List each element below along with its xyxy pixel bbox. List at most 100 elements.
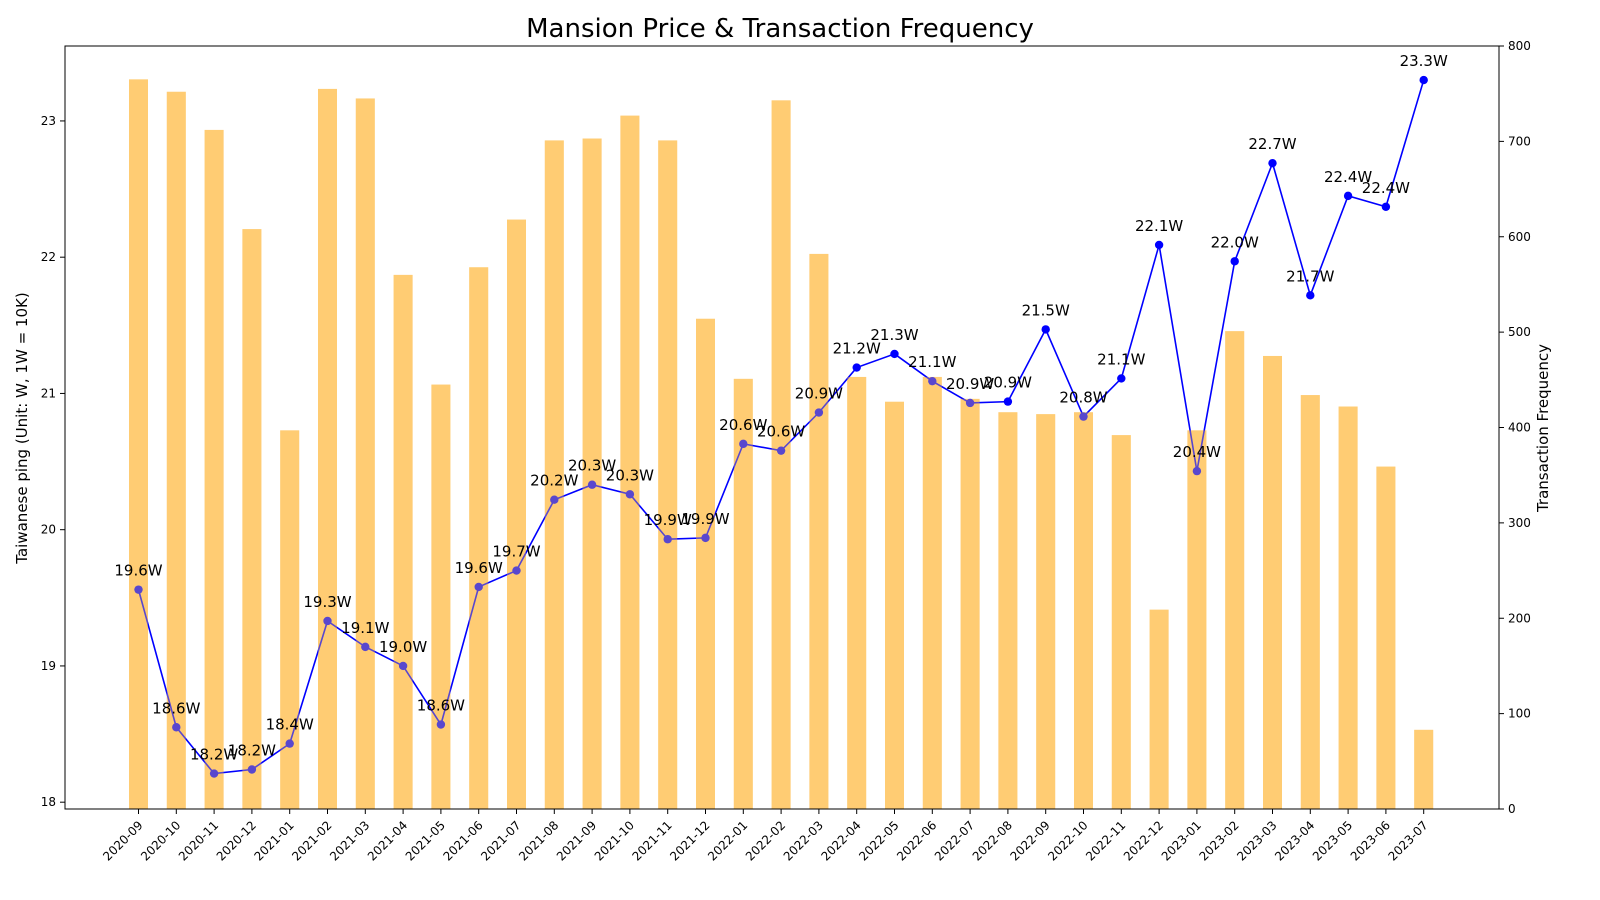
data-label-2021-05: 18.6W [417,697,465,715]
price-point-2022-11 [1117,374,1126,383]
bar-2022-03 [809,253,829,810]
bar-2021-04 [393,274,413,809]
x-tick-label-2021-02: 2021-02 [289,818,334,863]
price-point-2023-07 [1419,75,1428,85]
bar-2022-12 [1149,609,1169,809]
data-label-2023-06: 22.4W [1362,179,1410,197]
x-tick-label-2022-08: 2022-08 [970,818,1015,863]
bar-2022-04 [847,376,867,809]
bar-overlay-2022-08 [998,412,1018,809]
data-label-2021-06: 19.6W [455,559,503,577]
bar-overlay-2020-10 [166,91,186,809]
data-label-2021-09: 20.3W [568,457,616,475]
bar-overlay-2023-05 [1338,406,1358,809]
y-left-tick-label-20: 20 [41,523,56,537]
data-label-2020-10: 18.6W [152,699,200,717]
bar-2021-11 [658,140,678,809]
x-tick-label-2021-05: 2021-05 [403,818,448,863]
data-label-2021-10: 20.3W [606,466,654,484]
bar-overlay-2023-07 [1414,729,1434,809]
x-tick-label-2022-07: 2022-07 [932,818,977,863]
bar-2023-01 [1187,430,1207,809]
bar-overlay-2021-07 [507,219,526,809]
data-label-2022-09: 21.5W [1022,301,1070,319]
bar-overlay-2021-12 [696,318,715,809]
line-layer [129,75,1434,810]
x-tick-label-2020-12: 2020-12 [214,818,259,863]
y-right-tick-label-800: 800 [1508,39,1531,53]
y-right-tick-label-200: 200 [1508,611,1531,625]
price-point-2022-03 [814,408,824,417]
price-point-2021-05 [436,720,446,729]
price-point-2021-01 [285,739,294,748]
price-point-2021-09 [587,480,597,489]
bar-2022-08 [998,412,1018,809]
bar-2023-03 [1263,355,1282,809]
bar-2021-01 [280,430,300,809]
x-tick-label-2023-07: 2023-07 [1385,818,1430,863]
data-label-2023-07: 23.3W [1400,52,1448,70]
price-point-2020-10 [172,723,181,732]
data-label-2021-12: 19.9W [681,510,729,528]
y-left-tick-label-18: 18 [41,795,56,809]
bar-overlay-2022-03 [809,253,829,810]
x-tick-label-2021-09: 2021-09 [554,818,599,863]
data-label-2022-02: 20.6W [757,423,805,441]
price-point-2021-11 [663,535,672,544]
bar-2021-12 [696,318,715,809]
y-right-tick-label-600: 600 [1508,230,1531,244]
bar-overlay-2022-10 [1074,412,1093,809]
price-point-2022-08 [1003,397,1013,406]
x-tick-label-2021-06: 2021-06 [440,818,485,863]
bar-2023-07 [1414,729,1434,809]
price-point-2022-06 [928,376,937,386]
bar-2020-12 [242,229,262,809]
bar-2020-11 [204,129,224,809]
price-point-2022-05 [890,349,899,359]
price-point-2022-07 [965,398,975,408]
x-tick-label-2022-04: 2022-04 [818,818,863,863]
data-label-2022-03: 20.9W [795,385,843,403]
bar-2022-11 [1111,435,1131,809]
y-right-tick-label-700: 700 [1508,134,1531,148]
price-point-2022-10 [1079,412,1088,421]
x-tick-label-2022-05: 2022-05 [856,818,901,863]
bar-overlay-2021-03 [355,98,375,810]
data-label-2021-08: 20.2W [530,472,578,490]
x-tick-label-2022-02: 2022-02 [743,818,788,863]
bar-overlay-2021-09 [582,138,602,810]
data-label-2022-10: 20.8W [1059,389,1107,407]
bar-2020-10 [166,91,186,809]
price-point-2023-05 [1343,191,1353,201]
x-tick-label-2022-03: 2022-03 [781,818,826,863]
data-label-2020-12: 18.2W [228,741,276,759]
bar-2022-10 [1074,412,1093,809]
bar-2022-09 [1036,414,1056,809]
bar-overlay-2020-09 [129,79,148,810]
bars-layer [129,79,1434,810]
x-tick-label-2020-11: 2020-11 [176,818,221,863]
data-label-2022-06: 21.1W [908,353,956,371]
x-tick-label-2023-06: 2023-06 [1348,818,1393,863]
x-tick-label-2023-03: 2023-03 [1234,818,1279,863]
bar-2023-02 [1225,331,1245,809]
data-label-2022-04: 21.2W [833,340,881,358]
bar-2022-07 [960,398,980,809]
bar-2022-01 [733,378,753,809]
bar-2023-04 [1300,395,1320,809]
x-tick-label-2022-10: 2022-10 [1045,818,1090,863]
data-label-2020-09: 19.6W [114,562,162,580]
x-tick-label-2022-09: 2022-09 [1007,818,1052,863]
bar-overlay-2022-01 [733,378,753,809]
x-tick-label-2021-08: 2021-08 [516,818,561,863]
data-label-2021-07: 19.7W [492,543,540,561]
bar-overlay-2021-01 [280,430,300,809]
bar-overlay-2021-11 [658,140,678,809]
price-point-2020-09 [134,585,143,594]
bar-2021-09 [582,138,602,810]
data-label-2022-11: 21.1W [1097,350,1145,368]
bar-2021-06 [469,267,489,809]
price-point-2020-11 [209,769,219,778]
